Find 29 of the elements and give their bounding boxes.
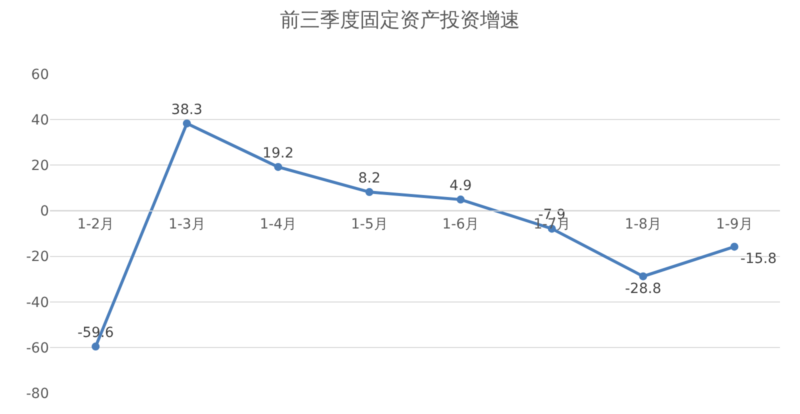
y-tick-label: 60	[31, 66, 49, 83]
point	[365, 188, 374, 196]
chart-title: 前三季度固定资产投资增速	[280, 7, 520, 32]
data-label: 19.2	[262, 145, 294, 162]
point	[182, 119, 191, 128]
x-tick-label: 1-4月	[260, 216, 297, 233]
point	[730, 242, 738, 251]
point	[639, 272, 648, 280]
x-tick-label: 1-8月	[624, 216, 662, 233]
x-tick-label: 1-5月	[350, 216, 388, 233]
data-label: -28.8	[625, 280, 662, 297]
data-label: 38.3	[171, 102, 202, 118]
x-tick-label: 1-9月	[716, 216, 753, 233]
x-tick-label: 1-3月	[168, 216, 206, 233]
data-label: 8.2	[358, 170, 381, 187]
x-tick-label: 1-6月	[442, 216, 480, 233]
y-tick-label: 0	[40, 204, 49, 220]
y-tick-label: -20	[26, 249, 49, 266]
y-tick-label: 20	[31, 158, 49, 174]
y-tick-label: -40	[26, 294, 49, 311]
y-tick-label: -80	[26, 386, 49, 402]
x-tick-label: 1-2月	[77, 216, 114, 233]
point	[92, 342, 100, 351]
data-label: -15.8	[740, 251, 777, 268]
y-tick-label: -60	[26, 340, 49, 356]
data-label: 4.9	[449, 178, 472, 194]
y-tick-label: 40	[31, 112, 49, 128]
point	[456, 196, 465, 204]
point	[274, 162, 282, 171]
